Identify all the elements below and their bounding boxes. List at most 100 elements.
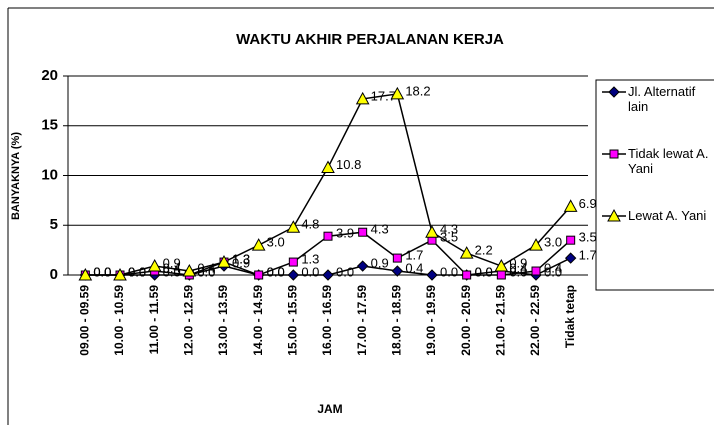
data-label: 1.3 (232, 252, 250, 267)
marker (287, 269, 300, 281)
data-label: 0.0 (93, 264, 111, 279)
x-tick-label: 11.00 - 11.59 (147, 285, 161, 355)
legend-marker (607, 208, 621, 222)
marker (459, 246, 474, 259)
x-tick-label: 09.00 - 09.59 (78, 285, 92, 356)
x-tick-label: 16.00 - 16.59 (320, 285, 334, 356)
marker (251, 238, 266, 251)
data-label: 0.4 (163, 260, 181, 275)
data-label: 0.0 (440, 264, 458, 279)
data-label: 0.9 (163, 255, 181, 270)
data-label: 0.4 (405, 260, 423, 275)
data-label: 6.9 (579, 196, 597, 211)
legend-label: Lewat A. Yani (628, 208, 707, 223)
marker (217, 255, 231, 268)
data-label: 0.4 (197, 260, 215, 275)
legend-marker (608, 86, 620, 98)
data-label: 0.9 (232, 255, 250, 270)
legend-marker (609, 149, 619, 159)
data-label: 3.0 (267, 235, 285, 250)
x-tick-label: 17.00 - 17.59 (355, 285, 369, 356)
data-label: 0.0 (475, 264, 493, 279)
marker (531, 266, 541, 276)
data-label: 0.9 (371, 255, 389, 270)
x-tick-label: 10.00 - 10.59 (112, 285, 126, 356)
data-label: 0.0 (197, 264, 215, 279)
data-label: 0.4 (544, 260, 562, 275)
marker (425, 225, 439, 238)
marker (563, 199, 578, 212)
data-label: 4.3 (440, 222, 458, 237)
marker (392, 253, 402, 263)
data-label: 0.0 (267, 264, 285, 279)
data-label: 0.0 (93, 264, 111, 279)
marker (321, 160, 335, 174)
marker (182, 263, 197, 277)
x-tick-label: 20.00 - 20.59 (459, 285, 473, 356)
x-axis-label: JAM (317, 402, 342, 416)
x-tick-label: 21.00 - 21.59 (494, 285, 508, 356)
data-label: 1.3 (301, 252, 319, 267)
marker (288, 257, 298, 267)
y-tick-label: 10 (41, 166, 58, 183)
data-label: 4.3 (371, 222, 389, 237)
data-label: 0.0 (509, 264, 527, 279)
data-label: 0.4 (509, 260, 527, 275)
marker (462, 270, 472, 280)
data-label: 0.0 (301, 264, 319, 279)
x-tick-label: Tidak tetap (563, 285, 577, 348)
data-label: 3.0 (544, 235, 562, 250)
marker (323, 231, 333, 241)
data-label: 0.9 (509, 255, 527, 270)
data-label: 0.0 (128, 264, 146, 279)
x-tick-label: 12.00 - 12.59 (182, 285, 196, 356)
marker (286, 220, 301, 233)
marker (356, 260, 369, 272)
data-label: 4.8 (301, 217, 319, 232)
data-label: 1.7 (579, 248, 597, 263)
data-label: 1.7 (405, 248, 423, 263)
marker (566, 235, 576, 245)
marker (254, 270, 264, 280)
data-label: 17.7 (371, 88, 396, 103)
legend-box (595, 79, 714, 291)
x-tick-label: 18.00 - 18.59 (390, 285, 404, 356)
y-tick-label: 0 (50, 266, 58, 283)
marker (529, 238, 543, 251)
marker (494, 259, 509, 272)
marker (496, 270, 506, 280)
data-label: 0.0 (267, 264, 285, 279)
x-tick-label: 22.00 - 22.59 (528, 285, 542, 356)
chart-title: WAKTU AKHIR PERJALANAN KERJA (236, 31, 504, 48)
legend-label: Tidak lewat A. Yani (628, 146, 709, 176)
data-label: 3.5 (440, 230, 458, 245)
marker (426, 269, 438, 281)
x-tick-label: 19.00 - 19.59 (424, 285, 438, 356)
marker (564, 252, 577, 264)
marker (147, 259, 162, 272)
data-label: 0.0 (544, 264, 562, 279)
data-label: 18.2 (405, 83, 430, 98)
marker (391, 265, 404, 277)
y-tick-label: 5 (50, 216, 58, 233)
data-label: 3.9 (336, 226, 354, 241)
data-label: 10.8 (336, 157, 361, 172)
y-tick-label: 20 (41, 67, 58, 84)
data-label: 0.0 (163, 264, 181, 279)
data-label: 2.2 (475, 243, 493, 258)
marker (355, 91, 370, 105)
marker (113, 267, 127, 281)
data-label: 1.3 (232, 252, 250, 267)
data-label: 0.0 (128, 264, 146, 279)
legend-label: Jl. Alternatif lain (628, 84, 696, 114)
data-label: 0.0 (336, 264, 354, 279)
y-tick-label: 15 (41, 117, 58, 134)
x-tick-label: 13.00 - 13.59 (216, 285, 230, 356)
x-tick-label: 15.00 - 15.59 (286, 285, 300, 356)
data-label: 0.0 (128, 264, 146, 279)
data-label: 0.0 (93, 264, 111, 279)
series-line (85, 93, 572, 276)
data-label: 3.5 (579, 230, 597, 245)
